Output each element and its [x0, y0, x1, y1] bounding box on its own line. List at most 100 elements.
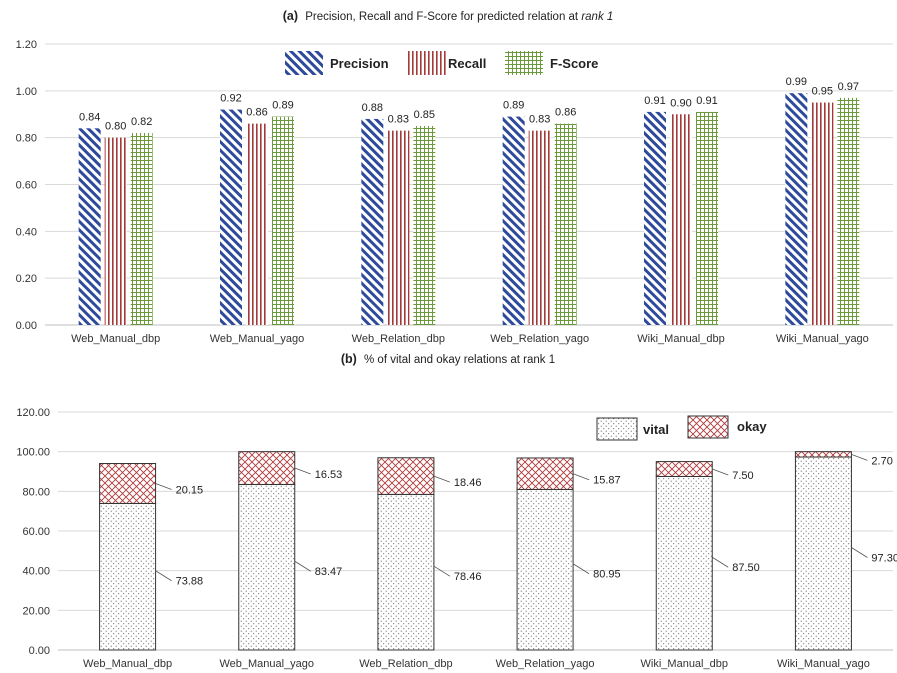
y-tick-label: 120.00 — [16, 407, 50, 419]
bar-precision — [361, 118, 384, 325]
data-label: 0.91 — [696, 95, 717, 107]
data-label: 15.87 — [593, 475, 621, 487]
bar-vital — [238, 483, 296, 651]
chart-b-title: (b) % of vital and okay relations at ran… — [341, 352, 555, 366]
leader-line — [155, 483, 172, 490]
data-label: 2.70 — [871, 455, 892, 467]
x-tick-label: Web_Manual_dbp — [71, 333, 160, 345]
x-tick-label: Wiki_Manual_dbp — [641, 658, 728, 670]
data-label: 16.53 — [315, 469, 343, 481]
bar-recall — [528, 130, 551, 325]
data-label: 0.90 — [670, 97, 691, 109]
bar-precision — [644, 111, 666, 326]
data-label: 0.89 — [503, 100, 524, 112]
data-label: 73.88 — [176, 576, 204, 588]
chart-a-title-prefix: (a) — [283, 9, 298, 23]
data-label: 0.84 — [79, 111, 100, 123]
data-label: 78.46 — [454, 571, 482, 583]
legend-label-f-score: F-Score — [550, 56, 598, 71]
legend-swatch-vital — [596, 417, 638, 441]
bar-vital — [516, 488, 574, 651]
chart-a-title-italic: rank 1 — [581, 11, 613, 23]
legend-label-precision: Precision — [330, 56, 389, 71]
data-label: 0.91 — [644, 95, 665, 107]
legend-swatch-f-score — [505, 51, 543, 75]
bar-vital — [377, 493, 435, 651]
data-label: 0.92 — [220, 93, 241, 105]
data-label: 0.83 — [388, 114, 409, 126]
bar-recall — [387, 130, 410, 325]
leader-line — [851, 547, 868, 558]
data-label: 0.88 — [362, 102, 383, 114]
bar-recall — [670, 114, 692, 325]
bar-vital — [794, 456, 852, 651]
bar-precision — [78, 128, 101, 325]
data-label: 87.50 — [732, 562, 760, 574]
x-tick-label: Web_Relation_dbp — [359, 658, 452, 670]
bar-f-score — [272, 116, 294, 325]
data-label: 0.82 — [131, 116, 152, 128]
bar-recall — [104, 137, 127, 325]
chart-a-plot: 0.00 0.20 0.40 0.60 0.80 1.00 1.20 Web_Manual_d… — [16, 39, 893, 345]
leader-line — [294, 467, 311, 475]
bar-okay — [516, 457, 574, 490]
x-tick-label: Web_Relation_yago — [490, 333, 589, 345]
bar-f-score — [554, 123, 577, 325]
x-tick-label: Wiki_Manual_yago — [776, 333, 869, 345]
y-tick-label: 20.00 — [22, 605, 50, 617]
chart-a-title: (a) Precision, Recall and F-Score for pr… — [283, 9, 614, 23]
bar-f-score — [413, 125, 436, 325]
y-tick-label: 0.20 — [16, 273, 37, 285]
bar-okay — [238, 451, 296, 485]
leader-line — [155, 570, 172, 582]
y-tick-label: 1.00 — [16, 86, 37, 98]
bar-recall — [246, 123, 268, 325]
data-label: 83.47 — [315, 566, 343, 578]
data-label: 0.86 — [555, 107, 576, 119]
y-tick-label: 60.00 — [22, 526, 50, 538]
chart-b-title-prefix: (b) — [341, 352, 357, 366]
y-tick-label: 40.00 — [22, 566, 50, 578]
leader-line — [712, 468, 729, 476]
data-label: 0.80 — [105, 121, 126, 133]
data-label: 0.95 — [812, 86, 833, 98]
leader-line — [433, 475, 451, 483]
data-label: 0.83 — [529, 114, 550, 126]
y-tick-label: 0.80 — [16, 133, 37, 145]
data-label: 7.50 — [732, 470, 753, 482]
bar-f-score — [130, 132, 153, 325]
leader-line — [572, 563, 590, 575]
x-tick-label: Wiki_Manual_yago — [777, 658, 870, 670]
bar-okay — [99, 463, 157, 504]
y-tick-label: 0.00 — [16, 320, 37, 332]
x-tick-label: Web_Manual_yago — [219, 658, 314, 670]
data-label: 0.85 — [414, 109, 435, 121]
leader-line — [433, 565, 451, 577]
leader-line — [572, 473, 590, 481]
legend-swatch-recall — [408, 51, 446, 75]
x-tick-label: Web_Manual_yago — [210, 333, 305, 345]
legend-swatch-okay — [687, 415, 729, 439]
y-tick-label: 80.00 — [22, 486, 50, 498]
bar-okay — [655, 461, 713, 477]
data-label: 20.15 — [176, 484, 204, 496]
legend-label-recall: Recall — [448, 56, 486, 71]
data-label: 18.46 — [454, 477, 482, 489]
y-tick-label: 1.20 — [16, 39, 37, 51]
chart-b-title-main: % of vital and okay relations at rank 1 — [364, 354, 555, 366]
legend-swatch-precision — [285, 51, 323, 75]
y-tick-label: 0.40 — [16, 226, 37, 238]
bar-f-score — [696, 111, 718, 326]
bar-okay — [794, 451, 852, 458]
y-tick-label: 0.00 — [29, 645, 50, 657]
bar-okay — [377, 457, 435, 495]
data-label: 80.95 — [593, 569, 621, 581]
leader-line — [851, 453, 868, 461]
chart-a-title-main: Precision, Recall and F-Score for predic… — [305, 11, 581, 23]
bar-vital — [655, 475, 713, 651]
x-tick-label: Web_Manual_dbp — [83, 658, 172, 670]
bar-precision — [502, 116, 525, 325]
bar-recall — [811, 102, 834, 326]
